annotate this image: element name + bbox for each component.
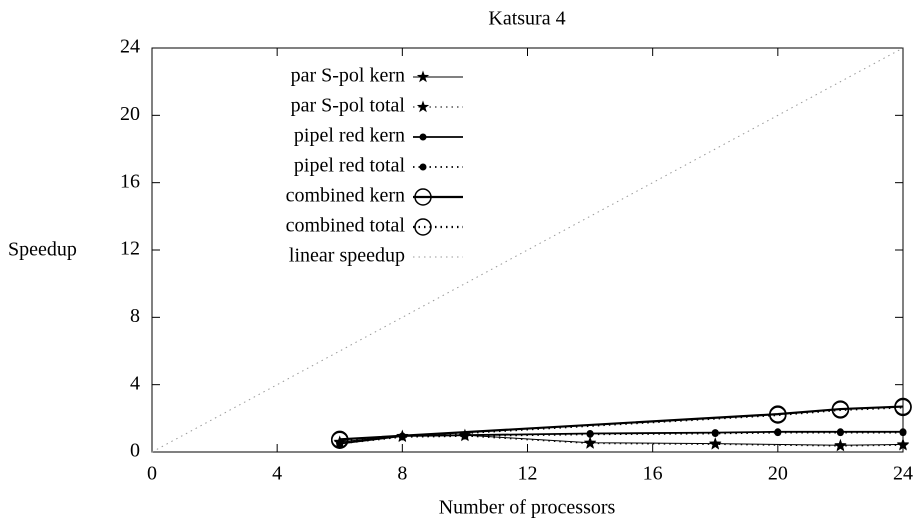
series-line: [339, 434, 904, 446]
y-tick-label: 4: [130, 372, 140, 394]
x-tick-label: 0: [147, 463, 157, 485]
x-axis-label: Number of processors: [439, 497, 616, 519]
y-tick-label: 24: [120, 36, 140, 58]
x-tick-label: 16: [643, 463, 663, 485]
circle-marker: [831, 401, 850, 419]
dot-marker: [774, 429, 782, 437]
y-tick-label: 8: [130, 305, 140, 327]
x-tick-label: 20: [768, 463, 788, 485]
dot-marker: [711, 429, 719, 437]
star-marker: [709, 437, 722, 450]
y-tick-label: 0: [130, 440, 140, 462]
legend-label: par S-pol kern: [291, 65, 405, 87]
circle-marker: [894, 398, 912, 417]
y-tick-label: 20: [120, 103, 140, 125]
dot-marker: [836, 429, 844, 437]
series-line: [339, 405, 904, 441]
dot-marker: [899, 429, 907, 437]
legend-marker: [416, 70, 430, 83]
legend-label: linear speedup: [289, 245, 405, 267]
chart-title: Katsura 4: [488, 8, 565, 30]
y-tick-label: 12: [120, 238, 140, 260]
legend-label: combined total: [286, 215, 406, 237]
legend-label: combined kern: [286, 185, 405, 207]
x-tick-label: 8: [397, 463, 407, 485]
legend-marker: [419, 163, 427, 171]
y-tick-label: 16: [120, 170, 140, 192]
legend-label: pipel red total: [294, 155, 406, 177]
star-marker: [896, 438, 910, 451]
legend-marker: [416, 100, 430, 113]
dot-marker: [336, 440, 344, 448]
y-axis-label: Speedup: [8, 239, 77, 261]
circle-marker: [769, 406, 787, 424]
legend-label: pipel red kern: [294, 125, 405, 147]
circle-marker: [331, 431, 349, 449]
legend-marker: [414, 218, 432, 236]
series-line: [339, 431, 903, 445]
x-tick-label: 4: [272, 463, 282, 485]
legend-marker: [414, 188, 432, 206]
star-marker: [583, 437, 597, 449]
legend-marker: [419, 133, 427, 141]
legend-label: par S-pol total: [291, 95, 406, 117]
dot-marker: [586, 430, 594, 438]
series-line: [151, 47, 904, 453]
star-marker: [834, 439, 847, 452]
dot-marker: [461, 432, 469, 440]
x-tick-label: 24: [893, 463, 913, 485]
x-tick-label: 12: [518, 463, 538, 485]
